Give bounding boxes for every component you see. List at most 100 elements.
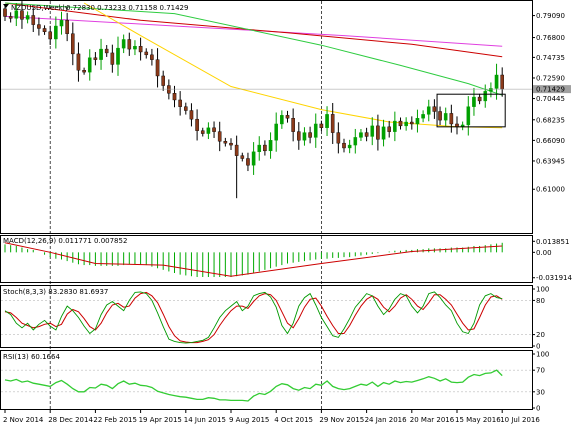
candle-body-78 (443, 113, 448, 121)
candle-body-25 (144, 51, 149, 56)
rsi-y-tick-label-2: 30 (536, 388, 545, 396)
candle-body-38 (217, 131, 222, 142)
candle-body-64 (364, 132, 369, 137)
candle-body-76 (432, 106, 437, 112)
candle-body-53 (302, 132, 307, 141)
candle-body-75 (426, 106, 431, 115)
stoch-y-tick-label-2: 20 (536, 331, 545, 339)
candle-body-24 (138, 46, 143, 53)
x-tick-label-3: 19 Apr 2015 (139, 416, 182, 424)
stoch-panel-frame (0, 285, 533, 348)
main-header: NZDUSD,Weekly 0.72830 0.73233 0.71158 0.… (3, 4, 188, 12)
candle-body-2 (14, 10, 19, 19)
x-tick-label-9: 20 Mar 2016 (410, 416, 455, 424)
candle-body-86 (489, 88, 493, 92)
candle-body-45 (257, 144, 262, 153)
macd-title: MACD(12,26,9) 0.011771 0.007852 (3, 237, 127, 245)
candle-body-4 (25, 15, 30, 20)
candle-body-71 (404, 121, 408, 127)
candle-body-19 (110, 52, 115, 65)
candle-body-56 (319, 123, 324, 128)
period-separators (49, 1, 322, 409)
macd-y-tick-label-1: 0.00 (536, 249, 552, 257)
candle-body-21 (121, 39, 126, 49)
rsi-panel-frame (0, 350, 533, 410)
candle-body-6 (37, 24, 41, 29)
candle-body-12 (70, 33, 75, 55)
candle-body-70 (398, 120, 403, 127)
rsi-line (4, 369, 503, 402)
candle-body-16 (93, 57, 98, 60)
candle-body-27 (155, 59, 160, 77)
candle-body-35 (200, 130, 205, 134)
candle-body-87 (494, 74, 499, 89)
candle-body-30 (172, 93, 177, 101)
candle-body-3 (20, 10, 24, 20)
rsi-series: 100 70 30 0 (1, 351, 549, 413)
candle-body-28 (161, 75, 166, 86)
candle-body-20 (116, 47, 120, 65)
candle-body-17 (99, 48, 103, 60)
rsi-y-tick-label-1: 70 (536, 367, 545, 375)
macd-series: 0.013851 0.00 -0.031914 (4, 238, 572, 282)
candle-body-36 (206, 127, 211, 134)
candle-body-48 (274, 123, 279, 141)
macd-signal-line (4, 242, 503, 277)
x-axis-labels: 2 Nov 2014 28 Dec 2014 22 Feb 2015 19 Apr 2… (3, 410, 540, 424)
candle-body-0 (3, 8, 7, 17)
x-tick-label-8: 24 Jan 2016 (365, 416, 408, 424)
candle-body-9 (54, 25, 58, 40)
candle-body-52 (297, 131, 301, 141)
candle-body-26 (150, 54, 154, 60)
candle-body-47 (268, 140, 273, 152)
candle-body-54 (308, 132, 312, 138)
candle-body-82 (466, 106, 471, 126)
candle-body-68 (387, 126, 392, 132)
candle-body-50 (285, 115, 290, 119)
stoch-y-tick-label-1: 80 (536, 297, 545, 305)
ma-green-line (4, 2, 503, 96)
candle-body-55 (313, 123, 318, 138)
candle-body-88 (500, 74, 505, 90)
stoch-d-line (4, 291, 503, 344)
macd-panel-frame (0, 235, 533, 283)
candle-body-74 (421, 114, 425, 119)
x-tick-label-4: 14 Jun 2015 (184, 416, 226, 424)
main-y-tick-label-3: 0.72590 (536, 74, 565, 82)
candle-body-57 (325, 114, 329, 129)
stoch-title: Stoch(8,3,3) 83.2830 81.6937 (3, 288, 108, 296)
main-y-tick-label-5: 0.68235 (536, 116, 565, 124)
candle-body-32 (183, 106, 188, 111)
candle-body-43 (246, 158, 250, 166)
candle-body-40 (229, 142, 233, 146)
x-tick-label-2: 22 Feb 2015 (93, 416, 137, 424)
candle-body-61 (347, 144, 352, 149)
main-y-ticks: 0.79090 0.76800 0.74735 0.72590 0.70445 0.682… (532, 12, 565, 194)
macd-y-tick-label-2: -0.031914 (536, 274, 572, 282)
main-y-tick-label-4: 0.70445 (536, 95, 565, 103)
candle-body-85 (483, 91, 488, 102)
candle-body-58 (330, 114, 335, 133)
stoch-y-tick-label-3: 0 (536, 343, 540, 351)
macd-y-tick-label-0: 0.013851 (536, 238, 569, 246)
candle-body-83 (472, 96, 476, 107)
candle-body-8 (48, 31, 52, 40)
highlight-box (436, 93, 506, 128)
main-y-tick-label-6: 0.66090 (536, 137, 565, 145)
candle-body-59 (336, 132, 341, 144)
candle-body-31 (178, 99, 182, 107)
stoch-y-tick-label-0: 100 (536, 286, 549, 294)
ohlc-values: 0.72830 0.73233 0.71158 0.71429 (66, 4, 188, 12)
rsi-y-tick-label-0: 100 (536, 351, 549, 359)
x-tick-label-5: 9 Aug 2015 (229, 416, 269, 424)
candle-body-5 (31, 15, 36, 25)
stoch-k-line (4, 291, 503, 344)
collapse-triangle-icon (3, 4, 9, 8)
stoch-series: 100 80 20 0 (1, 286, 549, 351)
candle-body-37 (212, 127, 216, 132)
candle-body-44 (251, 151, 256, 166)
current-price-label: 0.71429 (536, 86, 565, 94)
candle-body-51 (291, 117, 295, 132)
candle-body-23 (133, 46, 137, 50)
